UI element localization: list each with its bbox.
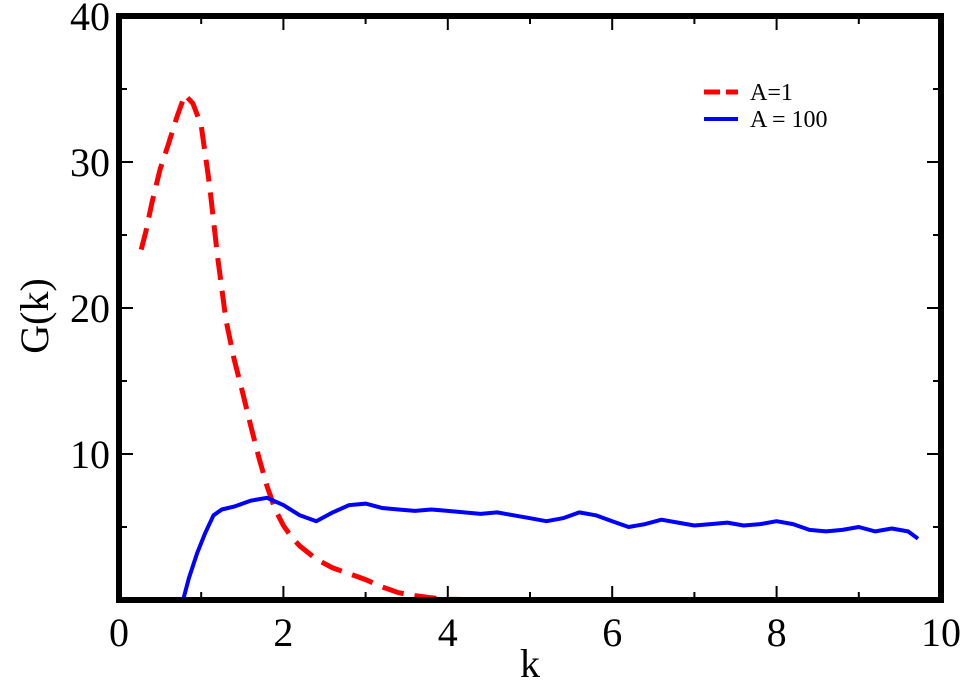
series-line-1 [138, 92, 530, 603]
y-tick-label: 40 [70, 0, 110, 39]
tick-labels: 0 2 4 6 8 10 10 20 30 40 [70, 0, 961, 655]
x-axis-label: k [520, 641, 540, 681]
axis-ticks [118, 15, 942, 601]
x-tick-label: 2 [273, 610, 293, 655]
series-line-2 [181, 495, 920, 601]
legend-label-2: A = 100 [750, 107, 828, 133]
series-layer [138, 92, 920, 603]
y-tick-label: 30 [70, 140, 110, 185]
x-tick-label: 10 [921, 610, 961, 655]
x-tick-label: 4 [438, 610, 458, 655]
legend: A=1A = 100 [704, 80, 828, 133]
x-tick-label: 6 [602, 610, 622, 655]
x-tick-label: 0 [109, 610, 129, 655]
plot-frame [116, 13, 944, 603]
y-tick-label: 20 [70, 286, 110, 331]
y-tick-label: 10 [70, 432, 110, 477]
legend-label-1: A=1 [750, 80, 793, 106]
x-tick-label: 8 [767, 610, 787, 655]
y-axis-label: G(k) [12, 278, 57, 354]
